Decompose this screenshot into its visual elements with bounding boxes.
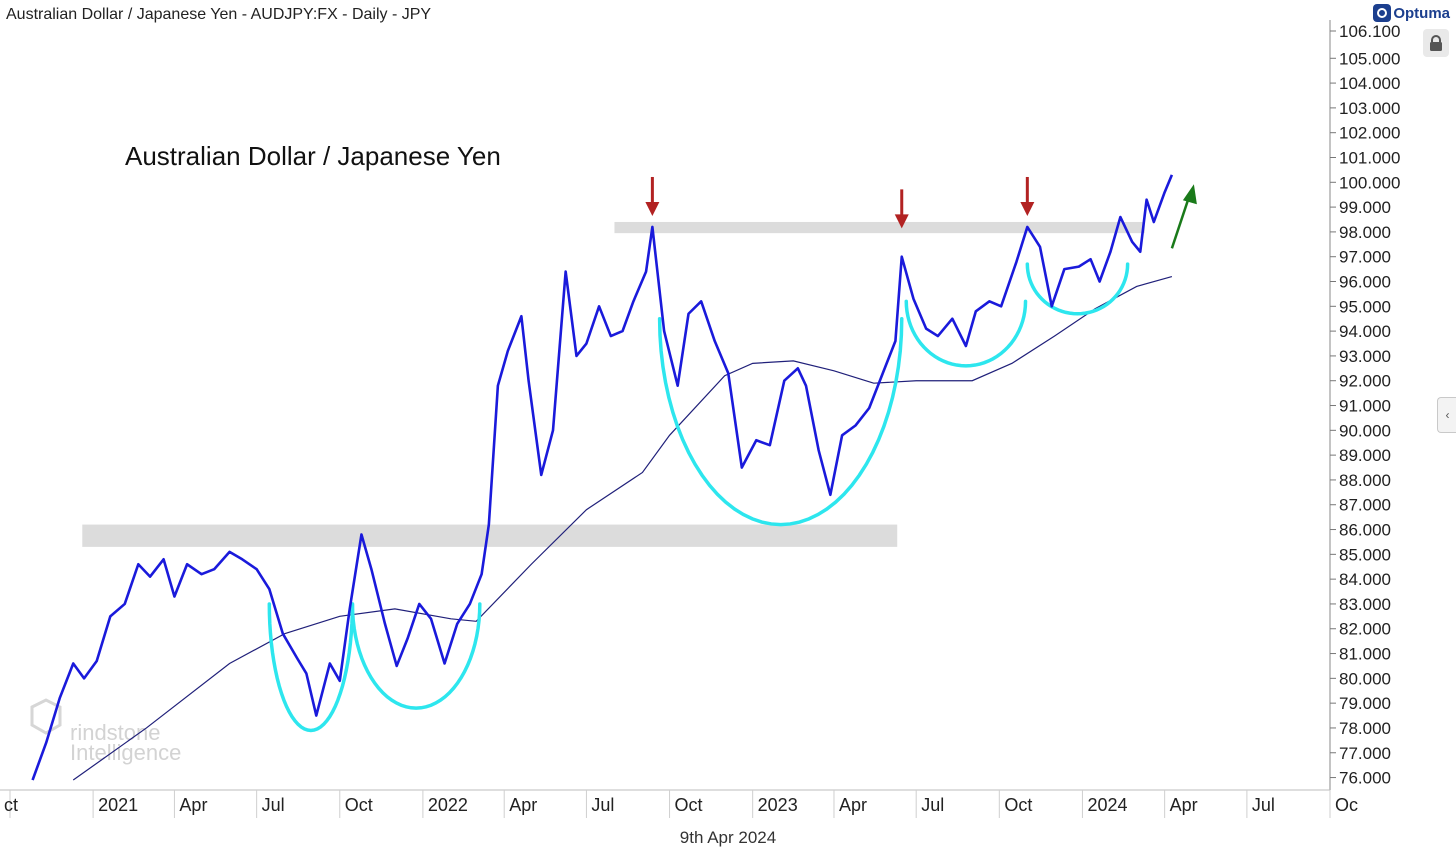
x-tick-label-5: 2022 (428, 795, 468, 815)
y-tick-label-14: 90.000 (1339, 421, 1391, 440)
x-tick-label-13: 2024 (1087, 795, 1127, 815)
cup-patterns (267, 262, 1130, 733)
cup-pattern-1 (267, 602, 355, 733)
x-tick-label-12: Oct (1004, 795, 1032, 815)
chevron-left-icon: ‹ (1445, 408, 1450, 422)
price-line (31, 174, 1174, 781)
up-arrow-head (1182, 184, 1197, 205)
y-tick-label-23: 99.000 (1339, 198, 1391, 217)
watermark-line2: Intelligence (70, 740, 181, 765)
x-tick-label-8: Oct (675, 795, 703, 815)
y-tick-label-11: 87.000 (1339, 496, 1391, 515)
y-tick-label-22: 98.000 (1339, 223, 1391, 242)
lower-resistance-zone (82, 524, 898, 547)
annotations (645, 176, 1197, 249)
lock-button[interactable] (1423, 29, 1449, 57)
optuma-logo-icon (1373, 4, 1392, 22)
x-tick-label-3: Jul (262, 795, 285, 815)
y-tick-label-26: 102.000 (1339, 124, 1400, 143)
y-tick-label-27: 103.000 (1339, 99, 1400, 118)
down-arrow-head-2 (894, 214, 909, 229)
date-footer: 9th Apr 2024 (679, 828, 777, 847)
x-tick-label-4: Oct (345, 795, 373, 815)
y-tick-label-3: 79.000 (1339, 694, 1391, 713)
down-arrow-head-3 (1020, 201, 1035, 216)
x-tick-label-14: Apr (1170, 795, 1198, 815)
x-tick-label-2: Apr (179, 795, 207, 815)
axes: 76.000 77.000 78.000 79.000 80.000 81.000 82.0… (0, 20, 1400, 818)
x-tick-label-11: Jul (921, 795, 944, 815)
x-tick-label-7: Jul (591, 795, 614, 815)
cup-pattern-3 (657, 316, 904, 527)
y-tick-label-1: 77.000 (1339, 744, 1391, 763)
breakout-up-arrow (1170, 193, 1192, 249)
x-tick-label-0: ct (4, 795, 18, 815)
x-tick-label-1: 2021 (98, 795, 138, 815)
y-tick-label-30: 106.100 (1339, 22, 1400, 41)
moving-average-line (72, 275, 1173, 781)
x-tick-label-16: Oc (1335, 795, 1358, 815)
x-tick-label-15: Jul (1252, 795, 1275, 815)
y-tick-label-5: 81.000 (1339, 645, 1391, 664)
y-tick-label-6: 82.000 (1339, 620, 1391, 639)
watermark-line1: rindstone (70, 720, 161, 745)
chart-header-title: Australian Dollar / Japanese Yen - AUDJP… (6, 6, 432, 23)
price-layer (31, 174, 1174, 781)
y-tick-label-21: 97.000 (1339, 248, 1391, 267)
y-tick-label-12: 88.000 (1339, 471, 1391, 490)
y-tick-label-13: 89.000 (1339, 446, 1391, 465)
cup-pattern-5 (1025, 262, 1130, 316)
y-tick-label-8: 84.000 (1339, 570, 1391, 589)
y-tick-label-7: 83.000 (1339, 595, 1391, 614)
lock-icon (1430, 35, 1442, 51)
optuma-brand-text: Optuma (1393, 4, 1450, 22)
cup-pattern-4 (904, 299, 1028, 368)
y-tick-label-4: 80.000 (1339, 669, 1391, 688)
y-tick-label-20: 96.000 (1339, 273, 1391, 292)
y-tick-label-29: 105.000 (1339, 49, 1400, 68)
resistance-zones (82, 221, 1145, 547)
y-tick-label-24: 100.000 (1339, 173, 1400, 192)
y-tick-label-10: 86.000 (1339, 521, 1391, 540)
moving-average-layer (72, 275, 1173, 781)
panel-expand-tab[interactable]: ‹ (1437, 397, 1456, 433)
y-tick-label-0: 76.000 (1339, 769, 1391, 788)
watermark-logo-icon (30, 698, 62, 735)
optuma-logo: Optuma (1373, 4, 1450, 22)
y-tick-label-15: 91.000 (1339, 397, 1391, 416)
x-tick-label-10: Apr (839, 795, 867, 815)
y-tick-label-17: 93.000 (1339, 347, 1391, 366)
cup-pattern-2 (350, 602, 482, 710)
x-tick-label-9: 2023 (758, 795, 798, 815)
upper-resistance-zone (614, 221, 1145, 234)
x-tick-label-6: Apr (509, 795, 537, 815)
y-tick-label-9: 85.000 (1339, 545, 1391, 564)
y-tick-label-28: 104.000 (1339, 74, 1400, 93)
y-tick-label-25: 101.000 (1339, 148, 1400, 167)
down-arrow-head-1 (645, 201, 660, 216)
y-tick-label-2: 78.000 (1339, 719, 1391, 738)
y-tick-label-18: 94.000 (1339, 322, 1391, 341)
y-tick-label-19: 95.000 (1339, 297, 1391, 316)
chart-title: Australian Dollar / Japanese Yen (125, 141, 501, 171)
y-tick-label-16: 92.000 (1339, 372, 1391, 391)
